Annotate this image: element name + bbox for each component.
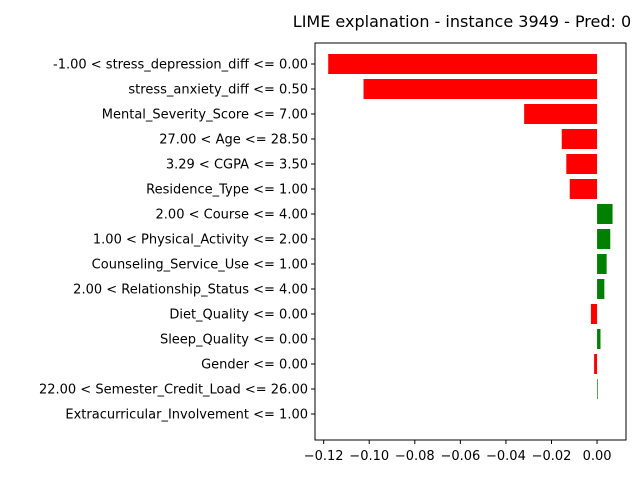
x-tick-label: −0.10 — [349, 449, 389, 464]
category-labels: -1.00 < stress_depression_diff <= 0.00 st… — [39, 58, 315, 423]
x-tick-label: −0.02 — [532, 449, 572, 464]
bar-2 — [363, 79, 598, 99]
chart-title: LIME explanation - instance 3949 - Pred:… — [293, 12, 631, 31]
bar-7 — [597, 204, 613, 224]
x-tick-label: −0.08 — [395, 449, 435, 464]
x-tick-label: −0.04 — [486, 449, 526, 464]
bar-13 — [594, 354, 598, 374]
category-label: Extracurricular_Involvement <= 1.00 — [65, 408, 308, 423]
category-label: Residence_Type <= 1.00 — [146, 183, 308, 198]
x-tick-label: −0.06 — [440, 449, 480, 464]
category-label: 27.00 < Age <= 28.50 — [159, 133, 308, 148]
bar-11 — [590, 304, 598, 324]
category-label: Sleep_Quality <= 0.00 — [160, 333, 308, 348]
category-label: 2.00 < Course <= 4.00 — [156, 208, 308, 223]
category-label: -1.00 < stress_depression_diff <= 0.00 — [53, 58, 308, 73]
x-axis-ticks: −0.12 −0.10 −0.08 −0.06 −0.04 −0.02 0.00 — [304, 440, 612, 464]
bar-12 — [597, 329, 601, 349]
bar-6 — [569, 179, 598, 199]
plot-frame — [314, 42, 627, 441]
category-label: stress_anxiety_diff <= 0.50 — [128, 83, 308, 98]
category-label: Mental_Severity_Score <= 7.00 — [102, 108, 308, 123]
bar-10 — [597, 279, 605, 299]
bar-14 — [597, 379, 598, 399]
category-label: 3.29 < CGPA <= 3.50 — [166, 158, 308, 173]
category-label: Diet_Quality <= 0.00 — [169, 308, 308, 323]
bar-4 — [561, 129, 598, 149]
bar-3 — [524, 104, 598, 124]
bar-1 — [328, 54, 598, 74]
bars-group — [328, 54, 613, 399]
category-label: 1.00 < Physical_Activity <= 2.00 — [93, 233, 308, 248]
category-label: 2.00 < Relationship_Status <= 4.00 — [73, 283, 308, 298]
bar-8 — [597, 229, 611, 249]
bar-5 — [566, 154, 598, 174]
x-tick-label: 0.00 — [583, 449, 612, 464]
x-tick-label: −0.12 — [304, 449, 344, 464]
category-label: Counseling_Service_Use <= 1.00 — [92, 258, 308, 273]
category-label: 22.00 < Semester_Credit_Load <= 26.00 — [39, 383, 308, 398]
bar-9 — [597, 254, 607, 274]
category-label: Gender <= 0.00 — [201, 358, 308, 373]
